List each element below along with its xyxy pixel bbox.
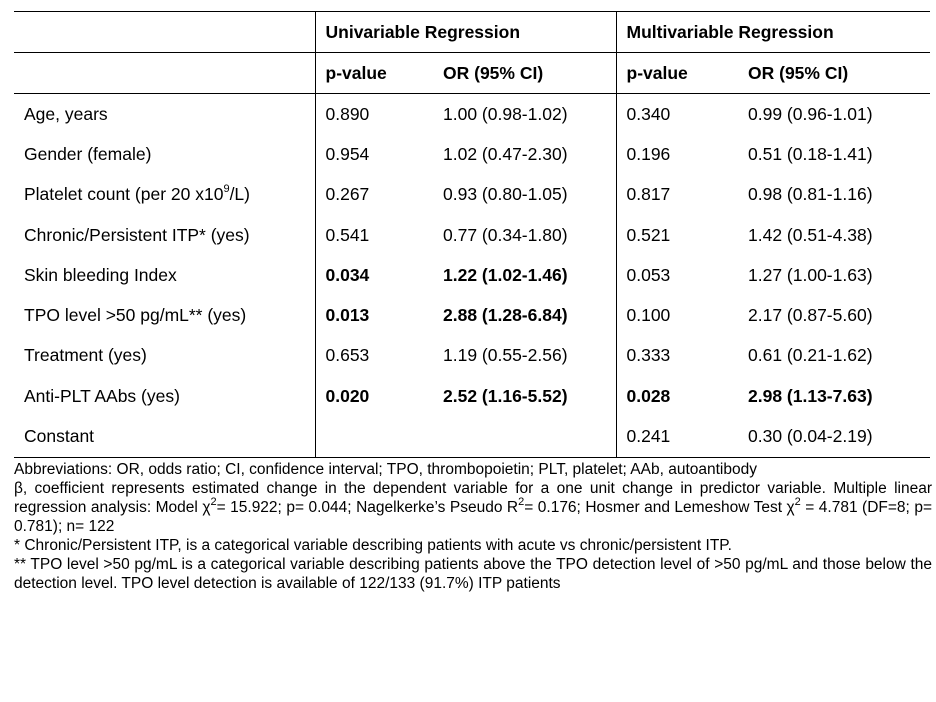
row-label: Anti-PLT AAbs (yes) [14,376,316,417]
header-multi-or: OR (95% CI) [748,62,849,83]
row-label: Age, years [14,93,316,135]
table-footnotes: Abbreviations: OR, odds ratio; CI, confi… [14,460,932,593]
multi-or: 1.42 (0.51-4.38) [748,224,873,245]
multi-or: 0.51 (0.18-1.41) [748,143,873,164]
uni-pvalue: 0.890 [325,103,370,124]
uni-or: 1.02 (0.47-2.30) [433,134,617,175]
uni-pvalue: 0.954 [325,143,370,164]
header-multi-pvalue: p-value [626,62,688,83]
row-label: Platelet count (per 20 x109/L) [14,174,316,215]
table-row: TPO level >50 pg/mL** (yes) 0.013 2.88 (… [14,295,930,336]
multi-pvalue: 0.817 [626,184,671,205]
multi-pvalue: 0.521 [626,224,671,245]
table-row: Anti-PLT AAbs (yes) 0.020 2.52 (1.16-5.5… [14,376,930,417]
regression-table: Univariable Regression Multivariable Reg… [14,11,930,458]
multi-pvalue: 0.340 [626,103,671,124]
multi-pvalue: 0.241 [626,426,671,447]
header-univariable: Univariable Regression [315,11,617,53]
header-multivariable: Multivariable Regression [626,21,834,42]
multi-pvalue: 0.196 [626,143,671,164]
uni-pvalue: 0.020 [325,385,370,406]
row-label: Treatment (yes) [14,335,316,377]
uni-or: 0.77 (0.34-1.80) [433,214,617,256]
row-label: Chronic/Persistent ITP* (yes) [14,214,316,256]
header-row-columns: p-value OR (95% CI) p-value OR (95% CI) [14,52,930,94]
uni-or: 1.00 (0.98-1.02) [433,93,617,135]
table-row: Skin bleeding Index 0.034 1.22 (1.02-1.4… [14,255,930,296]
multi-pvalue: 0.100 [626,305,671,326]
header-blank [14,52,316,94]
multi-or: 0.98 (0.81-1.16) [748,184,873,205]
uni-or [433,416,617,458]
header-row-groups: Univariable Regression Multivariable Reg… [14,11,930,53]
table-row: Platelet count (per 20 x109/L) 0.267 0.9… [14,174,930,215]
row-label: Skin bleeding Index [14,255,316,296]
uni-or: 2.52 (1.16-5.52) [433,376,617,417]
uni-or: 0.93 (0.80-1.05) [433,174,617,215]
table-row: Constant 0.241 0.30 (0.04-2.19) [14,416,930,458]
multi-or: 0.30 (0.04-2.19) [748,426,873,447]
uni-pvalue: 0.034 [325,264,370,285]
uni-pvalue: 0.013 [325,305,370,326]
multi-pvalue: 0.333 [626,345,671,366]
multi-pvalue: 0.028 [626,385,671,406]
row-label: TPO level >50 pg/mL** (yes) [14,295,316,336]
uni-pvalue: 0.541 [325,224,370,245]
chronic-itp-note: * Chronic/Persistent ITP, is a categoric… [14,537,732,554]
table-row: Treatment (yes) 0.653 1.19 (0.55-2.56) 0… [14,335,930,377]
multi-or: 0.99 (0.96-1.01) [748,103,873,124]
multi-or: 1.27 (1.00-1.63) [748,264,873,285]
header-uni-pvalue: p-value [325,62,387,83]
tpo-level-note: ** TPO level >50 pg/mL is a categorical … [14,556,932,592]
multi-pvalue: 0.053 [626,264,671,285]
multi-or: 0.61 (0.21-1.62) [748,345,873,366]
table-row: Gender (female) 0.954 1.02 (0.47-2.30) 0… [14,134,930,175]
multi-or: 2.17 (0.87-5.60) [748,305,873,326]
uni-pvalue: 0.653 [325,345,370,366]
abbreviations-note: Abbreviations: OR, odds ratio; CI, confi… [14,461,757,478]
uni-or: 1.22 (1.02-1.46) [433,255,617,296]
row-label: Constant [14,416,316,458]
table-row: Age, years 0.890 1.00 (0.98-1.02) 0.340 … [14,93,930,135]
uni-or: 2.88 (1.28-6.84) [433,295,617,336]
uni-pvalue [315,416,433,457]
multi-or: 2.98 (1.13-7.63) [748,385,873,406]
beta-note: β, coefficient represents estimated chan… [14,480,933,535]
header-blank [14,11,316,53]
uni-pvalue: 0.267 [325,184,370,205]
row-label: Gender (female) [14,134,316,175]
table-row: Chronic/Persistent ITP* (yes) 0.541 0.77… [14,214,930,256]
uni-or: 1.19 (0.55-2.56) [433,335,617,377]
header-uni-or: OR (95% CI) [433,52,617,94]
